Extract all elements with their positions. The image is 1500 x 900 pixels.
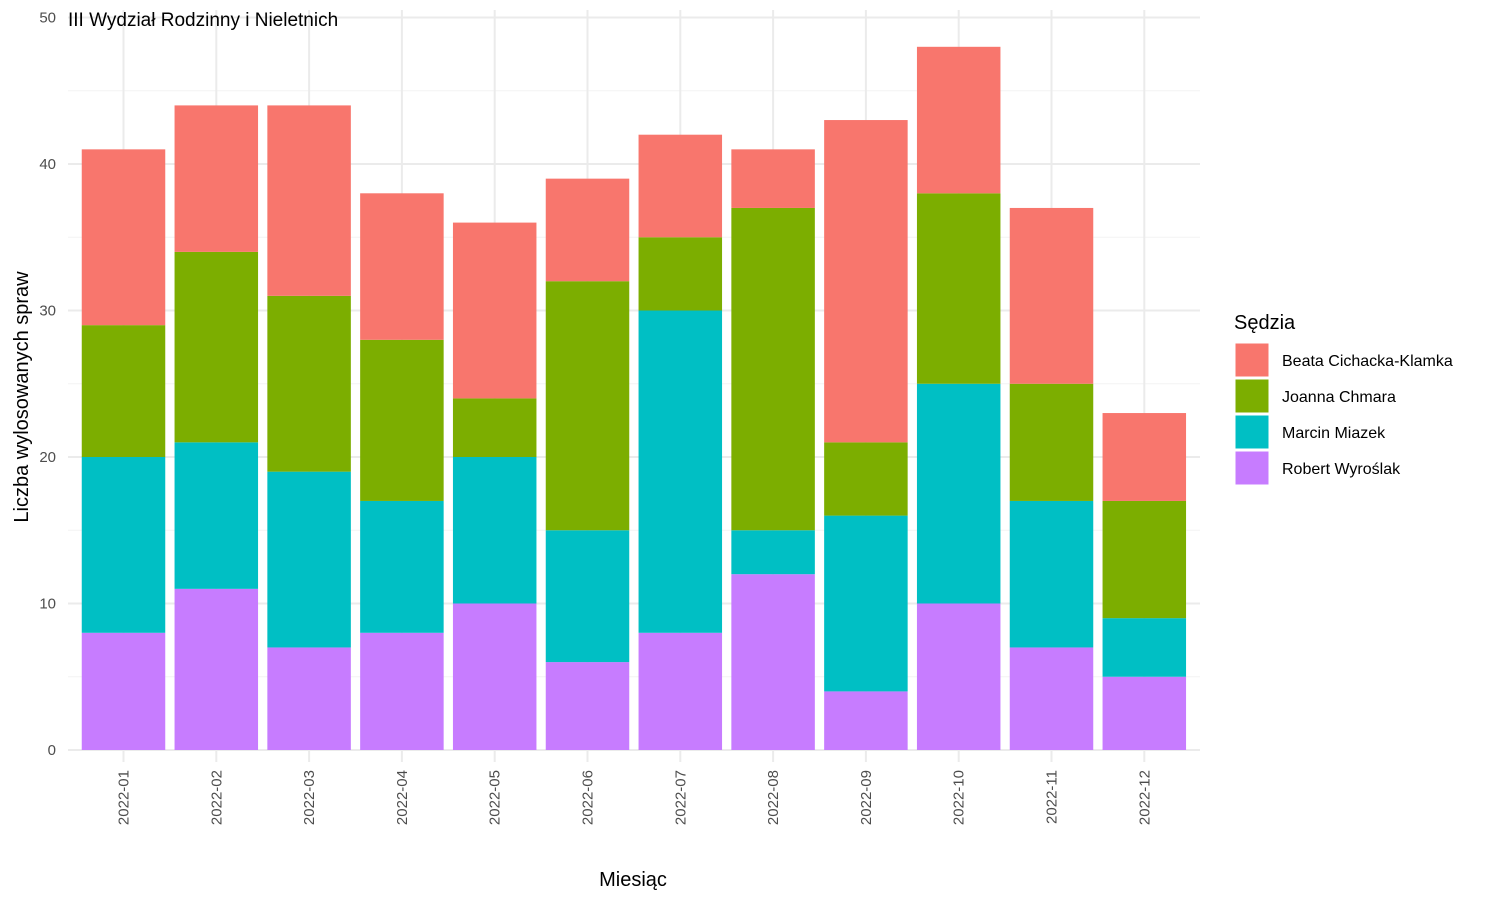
bar-segment (1009, 383, 1094, 501)
bar-segment (267, 105, 351, 296)
bar-segment (916, 603, 1001, 750)
bar-segment (916, 383, 1001, 604)
bar-segment (638, 632, 723, 750)
chart-title: III Wydział Rodzinny i Nieletnich (68, 10, 338, 31)
bar-segment (452, 222, 537, 399)
bar-segment (267, 471, 351, 648)
bar-segment (638, 310, 723, 633)
x-tick-label: 2022-08 (765, 770, 782, 825)
bar-segment (731, 149, 815, 208)
bar-segment (1102, 618, 1187, 677)
legend-label: Joanna Chmara (1282, 389, 1396, 406)
legend-key (1234, 414, 1270, 450)
bar-segment (1102, 500, 1187, 619)
y-tick-label: 20 (39, 449, 56, 466)
bar-segment (545, 530, 630, 663)
bar-segment (824, 515, 908, 692)
bar-segment (174, 588, 259, 750)
y-axis-title: Liczba wylosowanych spraw (11, 271, 33, 523)
bar-segment (545, 281, 630, 531)
bars (81, 46, 1187, 750)
y-axis-ticks: 0 10 20 30 40 50 (39, 10, 56, 760)
x-tick-label: 2022-09 (858, 770, 875, 825)
bar-segment (1102, 413, 1187, 501)
x-tick-label: 2022-03 (301, 770, 318, 825)
x-axis-title: Miesiąc (599, 869, 667, 891)
bar-segment (545, 178, 630, 282)
bar-segment (452, 457, 537, 604)
bar-segment (545, 662, 630, 750)
bar-segment (360, 500, 444, 633)
bar-segment (731, 530, 815, 575)
bar-segment (731, 207, 815, 531)
x-tick-label: 2022-10 (951, 770, 968, 825)
x-tick-label: 2022-06 (580, 770, 597, 825)
x-axis-ticks: 2022-01 2022-02 2022-03 2022-04 2022-05 2022-… (116, 770, 1154, 825)
y-tick-label: 10 (39, 596, 56, 613)
legend-label: Beata Cichacka-Klamka (1282, 353, 1453, 370)
bar-segment (360, 193, 444, 340)
legend-label: Marcin Miazek (1282, 425, 1386, 442)
legend-key (1234, 378, 1270, 414)
x-tick-label: 2022-04 (394, 770, 411, 825)
bar-segment (81, 149, 166, 326)
bar-segment (267, 295, 351, 472)
y-tick-label: 0 (48, 742, 56, 759)
bar-segment (916, 46, 1001, 194)
bar-segment (81, 457, 166, 633)
bar-segment (916, 193, 1001, 384)
bar-segment (1009, 500, 1094, 648)
bar-segment (1009, 647, 1094, 750)
legend-title: Sędzia (1234, 312, 1296, 334)
x-tick-label: 2022-01 (116, 770, 133, 825)
y-tick-label: 40 (39, 156, 56, 173)
bar-segment (452, 603, 537, 750)
bar-segment (174, 105, 259, 252)
bar-segment (81, 632, 166, 750)
bar-segment (638, 134, 723, 238)
x-tick-label: 2022-07 (672, 770, 689, 825)
bar-segment (174, 442, 259, 589)
y-tick-label: 50 (39, 10, 56, 27)
x-tick-label: 2022-05 (487, 770, 504, 825)
bar-segment (360, 632, 444, 750)
bar-segment (81, 325, 166, 457)
x-tick-label: 2022-11 (1044, 770, 1061, 824)
bar-segment (824, 691, 908, 750)
bar-segment (1009, 207, 1094, 384)
bar-segment (360, 339, 444, 501)
bar-segment (731, 574, 815, 750)
x-tick-label: 2022-02 (208, 770, 225, 825)
bar-segment (267, 647, 351, 750)
legend-key (1234, 450, 1270, 486)
legend: Sędzia Beata Cichacka-Klamka Joanna Chmar… (1234, 312, 1453, 486)
bar-segment (452, 398, 537, 457)
legend-label: Robert Wyroślak (1282, 461, 1401, 478)
bar-segment (1102, 676, 1187, 750)
bar-segment (638, 237, 723, 311)
legend-key (1234, 342, 1270, 378)
y-tick-label: 30 (39, 303, 56, 320)
bar-segment (824, 120, 908, 443)
bar-segment (824, 442, 908, 516)
bar-segment (174, 251, 259, 443)
x-tick-label: 2022-12 (1136, 770, 1153, 825)
